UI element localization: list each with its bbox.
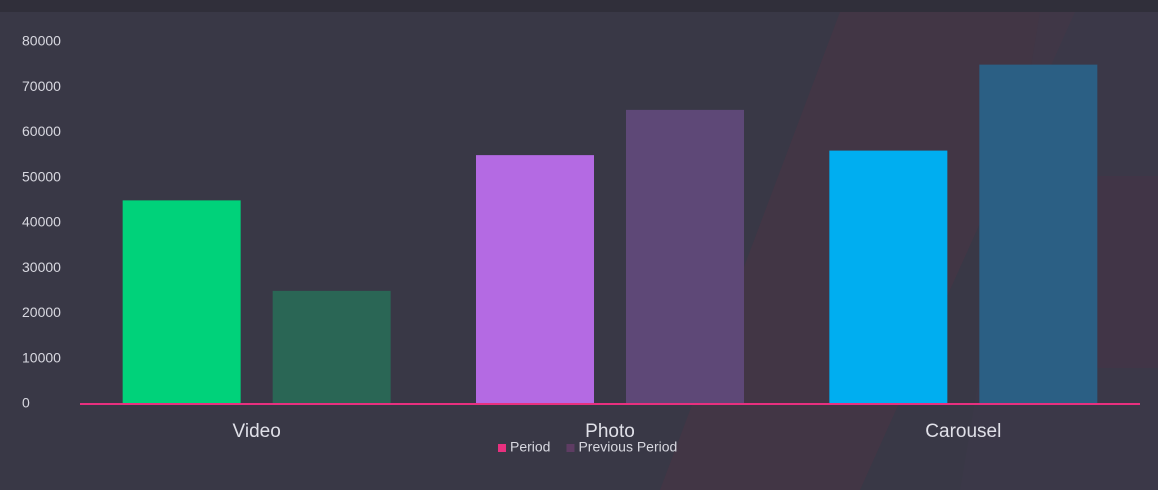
y-tick-label: 30000 (22, 259, 61, 275)
y-tick-label: 40000 (22, 214, 61, 230)
y-tick-label: 10000 (22, 349, 61, 365)
bar (476, 155, 594, 404)
x-tick-label: Video (233, 421, 281, 442)
bar (626, 109, 744, 404)
legend-swatch (566, 444, 575, 452)
x-tick-label: Photo (585, 421, 635, 442)
bar (122, 200, 241, 404)
y-tick-label: 80000 (22, 33, 61, 49)
bar (979, 64, 1098, 404)
y-tick-label: 60000 (22, 123, 61, 139)
y-tick-label: 0 (22, 395, 30, 411)
bar (829, 150, 948, 404)
legend-label: Period (510, 439, 550, 455)
legend-swatch (498, 444, 506, 452)
top-strip (0, 0, 1158, 12)
y-tick-label: 70000 (22, 78, 61, 94)
x-tick-label: Carousel (925, 421, 1001, 442)
legend-label: Previous Period (578, 439, 677, 455)
y-tick-label: 20000 (22, 304, 61, 320)
y-tick-label: 50000 (22, 168, 61, 184)
bar (272, 290, 391, 404)
